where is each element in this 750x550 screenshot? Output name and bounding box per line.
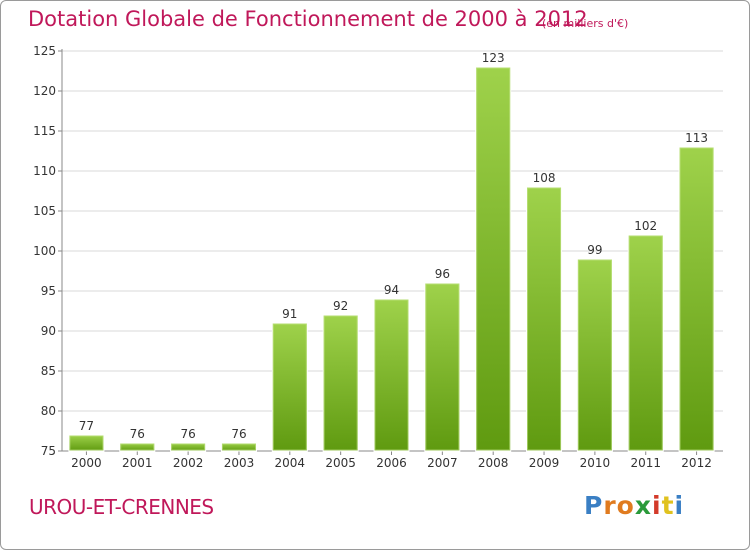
y-tick-label: 75 (41, 444, 56, 458)
bar-edge-2006 (374, 299, 409, 451)
y-tick-label: 80 (41, 404, 56, 418)
bar-2007 (424, 282, 461, 452)
x-tick-label-2003: 2003 (224, 456, 255, 470)
bar-2004 (271, 322, 308, 452)
logo-letter: t (661, 491, 675, 520)
x-tick-label-2007: 2007 (427, 456, 458, 470)
bar-2010 (576, 258, 613, 452)
bar-2002 (170, 442, 207, 452)
bar-2003 (220, 442, 257, 452)
bars (68, 66, 715, 452)
data-label-2003: 76 (231, 427, 246, 441)
data-label-2008: 123 (482, 51, 505, 65)
x-tick-label-2010: 2010 (580, 456, 611, 470)
bar-edge-2009 (527, 187, 562, 451)
logo-letter: x (634, 491, 652, 520)
data-label-2001: 76 (130, 427, 145, 441)
data-label-2011: 102 (634, 219, 657, 233)
y-tick-label: 110 (33, 164, 56, 178)
y-tick-label: 120 (33, 84, 56, 98)
y-tick-label: 105 (33, 204, 56, 218)
bar-edge-2011 (628, 235, 663, 451)
x-tick-label-2005: 2005 (325, 456, 356, 470)
x-tick-label-2001: 2001 (122, 456, 153, 470)
bar-edge-2001 (120, 443, 155, 451)
y-tick-label: 85 (41, 364, 56, 378)
data-label-2010: 99 (587, 243, 602, 257)
bar-edge-2004 (272, 323, 307, 451)
x-tick-label-2000: 2000 (71, 456, 102, 470)
data-label-2007: 96 (435, 267, 450, 281)
bar-edge-2012 (679, 147, 714, 451)
x-tick-label-2008: 2008 (478, 456, 509, 470)
bar-2006 (373, 298, 410, 452)
data-label-2006: 94 (384, 283, 399, 297)
bar-edge-2008 (476, 67, 511, 451)
commune-name: UROU-ET-CRENNES (29, 495, 214, 519)
bar-edge-2007 (425, 283, 460, 451)
data-label-2012: 113 (685, 131, 708, 145)
x-tick-label-2004: 2004 (275, 456, 306, 470)
data-label-2005: 92 (333, 299, 348, 313)
y-tick-label: 95 (41, 284, 56, 298)
x-tick-label-2011: 2011 (630, 456, 661, 470)
x-tick-label-2009: 2009 (529, 456, 560, 470)
bar-edge-2002 (171, 443, 206, 451)
data-label-2004: 91 (282, 307, 297, 321)
bar-edge-2010 (577, 259, 612, 451)
logo-letter: P (584, 491, 604, 520)
data-label-2009: 108 (533, 171, 556, 185)
x-tick-label-2012: 2012 (681, 456, 712, 470)
data-label-2002: 76 (180, 427, 195, 441)
x-tick-label-2002: 2002 (173, 456, 204, 470)
y-tick-label: 90 (41, 324, 56, 338)
logo-letter: o (616, 491, 635, 520)
logo-letter: i (674, 491, 685, 520)
proxiti-logo[interactable]: Proxiti (584, 491, 684, 520)
bar-2009 (526, 186, 563, 452)
y-tick-label: 125 (33, 44, 56, 58)
y-tick-label: 115 (33, 124, 56, 138)
bar-2011 (627, 234, 664, 452)
y-tick-label: 100 (33, 244, 56, 258)
bar-2001 (119, 442, 156, 452)
bar-edge-2000 (69, 435, 104, 451)
bar-2000 (68, 434, 105, 452)
data-label-2000: 77 (79, 419, 94, 433)
bar-2012 (678, 146, 715, 452)
chart-subtitle: (en milliers d'€) (542, 17, 629, 30)
data-labels: 77 76 76 76 91 92 94 96 123 108 99 102 113 (79, 51, 708, 441)
bar-2008 (475, 66, 512, 452)
bar-edge-2005 (323, 315, 358, 451)
logo-letter: r (603, 491, 617, 520)
bar-edge-2003 (221, 443, 256, 451)
logo-letter: i (652, 491, 662, 520)
x-tick-label-2006: 2006 (376, 456, 407, 470)
chart-title: Dotation Globale de Fonctionnement de 20… (28, 7, 588, 31)
bar-2005 (322, 314, 359, 452)
